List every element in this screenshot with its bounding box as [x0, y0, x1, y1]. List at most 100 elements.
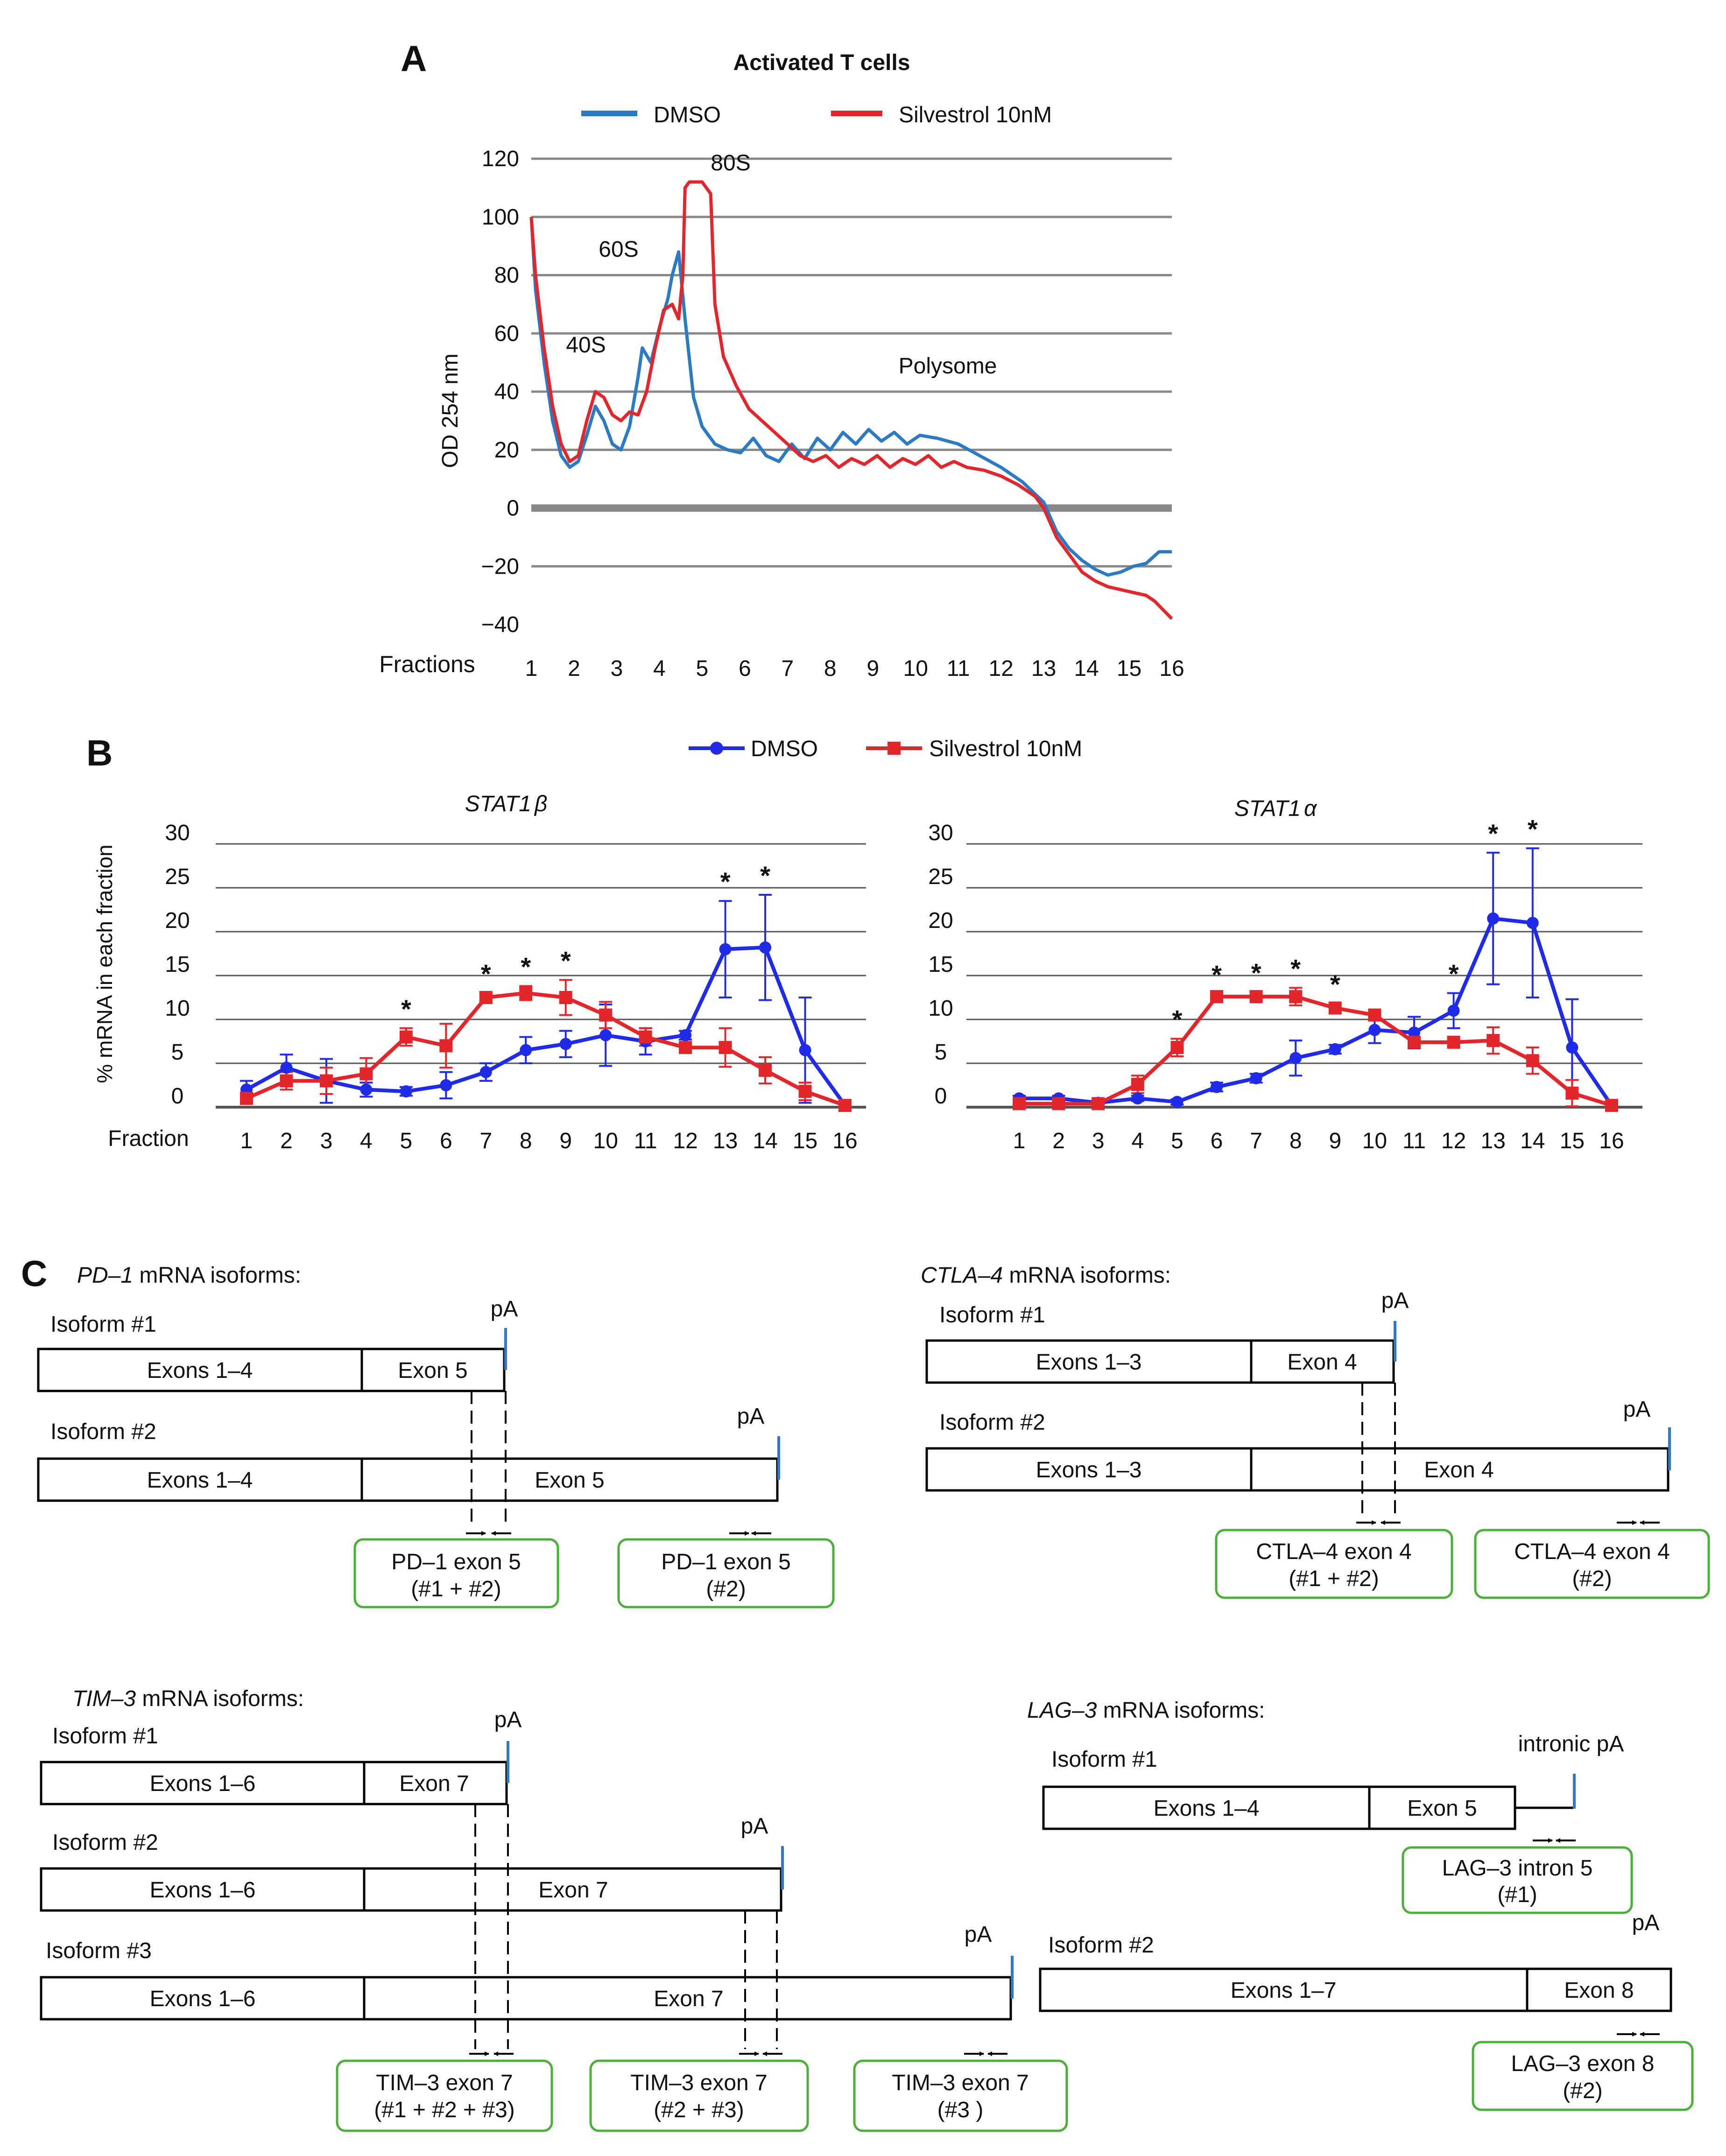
panel-b-ylabel: % mRNA in each fraction	[92, 844, 117, 1083]
beta-dmso-point-9	[560, 1038, 572, 1050]
beta-ytick-0: 0	[171, 1084, 184, 1109]
beta-silvestrol-point-2	[280, 1074, 293, 1088]
beta-silvestrol-point-4	[359, 1067, 373, 1081]
beta-silvestrol-point-6	[439, 1039, 452, 1052]
alpha-dmso-point-10	[1368, 1024, 1381, 1036]
ctla4-gene: CTLA–4	[921, 1263, 1003, 1288]
alpha-dmso-point-14	[1527, 917, 1539, 929]
tim3-gene: TIM–3	[72, 1686, 136, 1711]
alpha-xtick-14: 14	[1520, 1129, 1545, 1153]
alpha-dmso-point-8	[1289, 1052, 1302, 1064]
lag3-iso1-exons14-label: Exons 1–4	[1154, 1796, 1260, 1821]
beta-dmso-point-5	[400, 1085, 412, 1097]
peak-label-60s: 60S	[599, 237, 638, 262]
xtick-a-15: 15	[1117, 656, 1141, 681]
chart-alpha-title: STAT1	[1234, 796, 1301, 821]
xtick-a-1: 1	[525, 656, 538, 681]
xtick-a-6: 6	[739, 656, 751, 681]
xtick-a-13: 13	[1031, 656, 1056, 681]
peak-label-polysome: Polysome	[899, 354, 997, 379]
beta-silvestrol-point-14	[759, 1064, 772, 1077]
beta-silvestrol-point-16	[838, 1099, 852, 1112]
beta-silvestrol-point-12	[679, 1041, 692, 1054]
tim3-isoform1-label: Isoform #1	[52, 1724, 158, 1749]
beta-xtick-8: 8	[520, 1129, 532, 1153]
chart-alpha-title-greek: α	[1304, 796, 1317, 821]
lag3-primer2-line2: (#2)	[1563, 2079, 1602, 2103]
beta-dmso-point-6	[440, 1079, 452, 1091]
tim3-iso1-pa-label: pA	[494, 1707, 522, 1732]
alpha-dmso-line	[1019, 919, 1612, 1105]
pd1-primer2-line2: (#2)	[706, 1577, 746, 1601]
beta-significance-star-14: *	[760, 861, 770, 890]
beta-dmso-point-7	[480, 1066, 492, 1078]
chart-stat1-alpha: 0510152025301 2 3 4 5 6 7 8 9 10 11 12 13 14 15 16** * **…	[928, 814, 1642, 1153]
panel-b-xlabel: Fraction	[108, 1126, 189, 1151]
tim3-isoform2-label: Isoform #2	[52, 1830, 158, 1855]
beta-silvestrol-point-15	[799, 1085, 812, 1098]
beta-significance-star-5: *	[401, 994, 411, 1024]
beta-xtick-13: 13	[713, 1129, 738, 1153]
alpha-dmso-point-4	[1132, 1092, 1144, 1104]
alpha-silvestrol-point-5	[1170, 1041, 1184, 1054]
alpha-silvestrol-point-6	[1210, 990, 1223, 1003]
beta-dmso-point-10	[599, 1029, 612, 1041]
xtick-a-8: 8	[824, 656, 837, 681]
alpha-dmso-point-6	[1211, 1081, 1223, 1093]
alpha-xtick-8: 8	[1289, 1129, 1302, 1153]
ytick-a-0: 120	[482, 147, 519, 171]
alpha-silvestrol-point-3	[1092, 1097, 1105, 1110]
legend-b-dmso-marker	[710, 742, 723, 755]
alpha-dmso-point-12	[1448, 1004, 1460, 1017]
alpha-significance-star-9: *	[1330, 969, 1340, 999]
beta-dmso-point-2	[280, 1061, 292, 1074]
alpha-xtick-6: 6	[1211, 1129, 1223, 1153]
tim3-iso2-exons16-label: Exons 1–6	[150, 1878, 256, 1903]
beta-silvestrol-line	[247, 993, 845, 1106]
panel-a-xlabel: Fractions	[379, 651, 475, 677]
tim3-primer2-line1: TIM–3 exon 7	[630, 2071, 767, 2095]
beta-dmso-point-15	[799, 1044, 811, 1056]
tim3-iso2-pa-label: pA	[741, 1814, 768, 1839]
trace-dmso	[531, 217, 1172, 575]
panel-label-b: B	[86, 732, 113, 773]
beta-xtick-1: 1	[240, 1129, 253, 1153]
tim3-isoform3-label: Isoform #3	[46, 1938, 152, 1963]
ctla4-diagram: CTLA–4 mRNA isoforms: Isoform #1 Exons 1…	[921, 1263, 1709, 1598]
xtick-a-5: 5	[696, 656, 709, 681]
beta-xtick-4: 4	[360, 1129, 373, 1153]
beta-xtick-16: 16	[832, 1129, 857, 1153]
xtick-a-14: 14	[1074, 656, 1099, 681]
pd1-primer1-line1: PD–1 exon 5	[391, 1550, 521, 1574]
alpha-silvestrol-point-9	[1329, 1002, 1342, 1015]
pd1-diagram: PD–1 mRNA isoforms: Isoform #1 Exons 1–4…	[38, 1263, 833, 1607]
legend-b-dmso-label: DMSO	[751, 737, 818, 761]
ctla4-primer1-line2: (#1 + #2)	[1289, 1566, 1379, 1591]
chart-beta-title-greek: β	[534, 792, 547, 816]
ctla4-primer2-line2: (#2)	[1572, 1566, 1612, 1591]
beta-xtick-5: 5	[400, 1129, 413, 1153]
alpha-silvestrol-point-2	[1052, 1097, 1065, 1110]
pd1-iso2-pa-label: pA	[737, 1404, 765, 1429]
alpha-significance-star-6: *	[1212, 960, 1222, 989]
pd1-isoform2-label: Isoform #2	[50, 1419, 156, 1444]
panel-a-xticks: 1 2 3 4 5 6 7 8 9 10 11 12 13 14 15 16	[525, 656, 1184, 681]
beta-significance-star-8: *	[521, 952, 531, 982]
xtick-a-11: 11	[947, 656, 970, 681]
ctla4-iso2-exons13-label: Exons 1–3	[1036, 1458, 1142, 1482]
beta-xtick-15: 15	[793, 1129, 817, 1153]
pd1-iso1-exon5-label: Exon 5	[398, 1358, 467, 1383]
alpha-silvestrol-point-10	[1368, 1009, 1381, 1022]
beta-dmso-point-13	[719, 943, 732, 955]
tim3-heading-suffix: mRNA isoforms:	[136, 1686, 304, 1711]
alpha-xtick-16: 16	[1599, 1129, 1624, 1153]
beta-silvestrol-point-11	[639, 1031, 652, 1044]
legend-a-silvestrol-label: Silvestrol 10nM	[899, 103, 1052, 127]
tim3-iso3-exons16-label: Exons 1–6	[150, 1987, 256, 2011]
panel-a-gridlines	[531, 159, 1172, 566]
alpha-silvestrol-point-7	[1250, 990, 1263, 1003]
alpha-silvestrol-point-13	[1486, 1034, 1500, 1047]
beta-xtick-10: 10	[593, 1129, 618, 1153]
alpha-ytick-0: 0	[935, 1084, 947, 1109]
ctla4-primer1-line1: CTLA–4 exon 4	[1256, 1539, 1412, 1564]
